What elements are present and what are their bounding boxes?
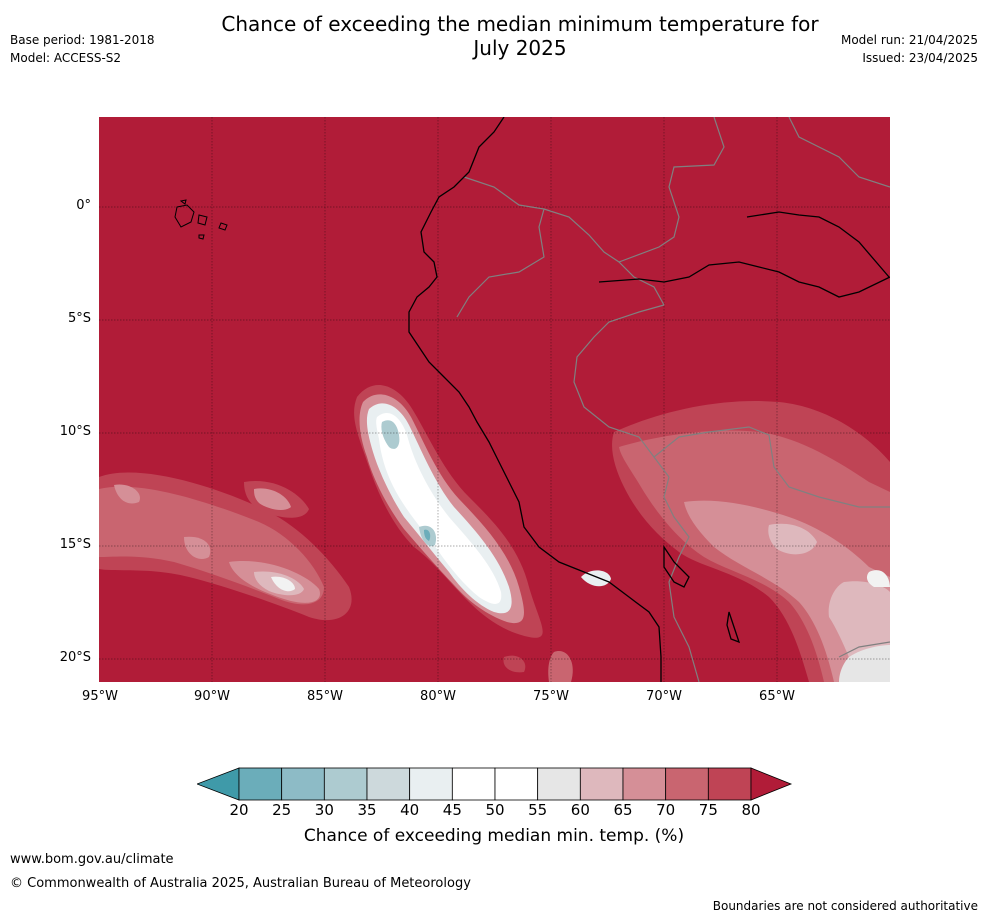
lat-label-15s: 15°S — [59, 537, 91, 552]
colorbar-tick-label: 30 — [314, 801, 334, 819]
colorbar-tick-label: 75 — [698, 801, 718, 819]
colorbar-tick-label: 80 — [741, 801, 761, 819]
colorbar-tick-label: 20 — [229, 801, 249, 819]
colorbar-cell — [537, 767, 581, 801]
coastal-low-region — [354, 384, 611, 682]
colorbar — [197, 767, 793, 801]
western-anomaly-region — [99, 472, 352, 621]
lat-label-0: 0° — [76, 198, 91, 213]
colorbar-arrow-high — [750, 767, 793, 801]
coastline — [408, 117, 890, 682]
lon-label-90w: 90°W — [194, 689, 230, 704]
footer-copyright: © Commonwealth of Australia 2025, Austra… — [10, 876, 471, 891]
map-svg — [99, 117, 890, 682]
colorbar-cell — [323, 767, 368, 801]
colorbar-cell — [409, 767, 453, 801]
colorbar-label: Chance of exceeding median min. temp. (%… — [303, 826, 685, 846]
base-period: Base period: 1981-2018 — [10, 33, 155, 47]
lat-label-5s: 5°S — [67, 311, 91, 326]
lon-label-95w: 95°W — [82, 689, 118, 704]
title-line-1: Chance of exceeding the median minimum t… — [221, 12, 819, 36]
map-title: Chance of exceeding the median minimum t… — [190, 12, 850, 60]
colorbar-cells — [197, 767, 793, 801]
colorbar-arrow-low — [197, 767, 240, 801]
national-boundaries — [456, 117, 890, 682]
lon-label-75w: 75°W — [533, 689, 569, 704]
galapagos-islands — [174, 199, 228, 240]
colorbar-tick-label: 25 — [272, 801, 292, 819]
colorbar-tick-label: 45 — [442, 801, 462, 819]
colorbar-cell — [622, 767, 667, 801]
eastern-anomaly-region — [612, 401, 890, 682]
colorbar-cell — [494, 767, 539, 801]
title-line-2: July 2025 — [473, 36, 567, 60]
colorbar-cell — [366, 767, 411, 801]
lon-label-85w: 85°W — [307, 689, 343, 704]
colorbar-tick-label: 40 — [400, 801, 420, 819]
footer-disclaimer: Boundaries are not considered authoritat… — [712, 899, 978, 913]
colorbar-tick-label: 35 — [357, 801, 377, 819]
meta-left: Base period: 1981-2018 Model: ACCESS-S2 — [10, 31, 155, 67]
colorbar-tick-label: 60 — [570, 801, 590, 819]
colorbar-cell — [579, 767, 624, 801]
lat-label-10s: 10°S — [59, 424, 91, 439]
colorbar-cell — [451, 767, 496, 801]
colorbar-cell — [707, 767, 752, 801]
colorbar-tick-label: 65 — [613, 801, 633, 819]
lat-label-20s: 20°S — [59, 650, 91, 665]
lon-label-65w: 65°W — [759, 689, 795, 704]
forecast-map — [99, 117, 890, 682]
colorbar-cell — [281, 767, 325, 801]
lon-label-80w: 80°W — [420, 689, 456, 704]
issued-date: Issued: 23/04/2025 — [862, 51, 978, 65]
model-run: Model run: 21/04/2025 — [840, 33, 978, 47]
colorbar-tick-label: 50 — [485, 801, 505, 819]
footer-website[interactable]: www.bom.gov.au/climate — [10, 852, 174, 867]
colorbar-cell — [665, 767, 709, 801]
meta-right: Model run: 21/04/2025 Issued: 23/04/2025 — [841, 31, 978, 67]
lon-label-70w: 70°W — [646, 689, 682, 704]
model-name: Model: ACCESS-S2 — [10, 51, 122, 65]
colorbar-tick-label: 70 — [656, 801, 676, 819]
colorbar-cell — [238, 767, 283, 801]
colorbar-tick-label: 55 — [528, 801, 548, 819]
